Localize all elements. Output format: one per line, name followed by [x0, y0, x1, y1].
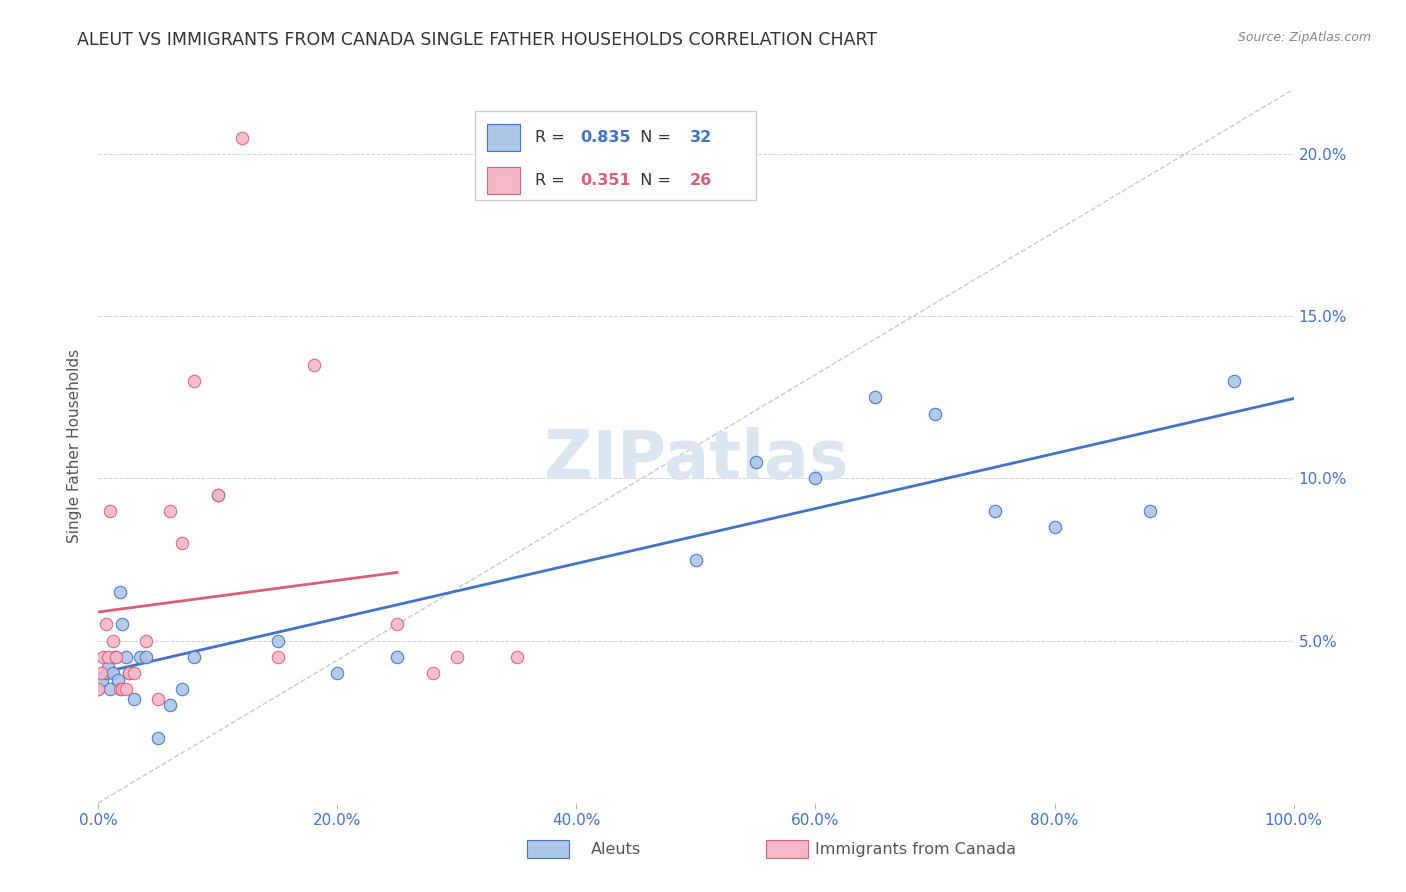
Point [115, 649, 138, 664]
Point [97, 659, 120, 673]
Point [865, 390, 887, 404]
Point [506, 649, 529, 664]
Point [267, 633, 290, 648]
Text: 26: 26 [690, 173, 713, 187]
Point [98, 504, 122, 518]
Point [267, 649, 290, 664]
Text: N =: N = [630, 130, 676, 145]
Point [107, 673, 129, 687]
Text: 32: 32 [690, 130, 713, 145]
Text: ZIPatlas: ZIPatlas [544, 427, 848, 493]
Point [108, 682, 131, 697]
Point [1223, 374, 1246, 388]
Point [90, 666, 112, 681]
Point [87, 682, 110, 697]
Text: 0.835: 0.835 [581, 130, 631, 145]
Point [183, 374, 205, 388]
Bar [486, 167, 520, 194]
Text: Source: ZipAtlas.com: Source: ZipAtlas.com [1237, 31, 1371, 45]
Point [804, 471, 827, 485]
Point [91, 649, 114, 664]
Point [302, 358, 325, 372]
Point [148, 692, 170, 706]
Point [101, 633, 124, 648]
Point [94, 666, 117, 681]
Text: R =: R = [534, 173, 569, 187]
Point [148, 731, 170, 745]
Point [108, 585, 131, 599]
Point [97, 649, 120, 664]
Point [326, 666, 349, 681]
Point [924, 407, 946, 421]
Point [111, 617, 134, 632]
Point [124, 666, 146, 681]
Point [111, 682, 134, 697]
Point [745, 455, 768, 469]
Point [984, 504, 1007, 518]
Point [115, 682, 138, 697]
Point [207, 488, 229, 502]
Text: R =: R = [534, 130, 569, 145]
Point [94, 617, 117, 632]
Point [129, 649, 152, 664]
Text: N =: N = [630, 173, 676, 187]
Point [101, 666, 124, 681]
Bar [486, 124, 520, 151]
Point [231, 131, 253, 145]
Point [91, 673, 114, 687]
Point [105, 649, 128, 664]
Point [685, 552, 707, 566]
Point [159, 504, 181, 518]
Text: ALEUT VS IMMIGRANTS FROM CANADA SINGLE FATHER HOUSEHOLDS CORRELATION CHART: ALEUT VS IMMIGRANTS FROM CANADA SINGLE F… [77, 31, 877, 49]
Text: Immigrants from Canada: Immigrants from Canada [815, 842, 1017, 856]
Point [124, 692, 146, 706]
Point [87, 682, 110, 697]
Point [118, 666, 141, 681]
Point [159, 698, 181, 713]
Point [135, 633, 157, 648]
Point [118, 666, 141, 681]
Point [446, 649, 468, 664]
Point [172, 682, 194, 697]
Text: 0.351: 0.351 [581, 173, 631, 187]
Point [104, 649, 127, 664]
Point [422, 666, 444, 681]
Point [98, 682, 122, 697]
Text: Aleuts: Aleuts [591, 842, 641, 856]
FancyBboxPatch shape [475, 111, 756, 200]
Point [1043, 520, 1066, 534]
Y-axis label: Single Father Households: Single Father Households [67, 349, 83, 543]
Point [183, 649, 205, 664]
Point [385, 649, 409, 664]
Point [207, 488, 229, 502]
Point [135, 649, 157, 664]
Point [1139, 504, 1161, 518]
Point [172, 536, 194, 550]
Point [385, 617, 409, 632]
